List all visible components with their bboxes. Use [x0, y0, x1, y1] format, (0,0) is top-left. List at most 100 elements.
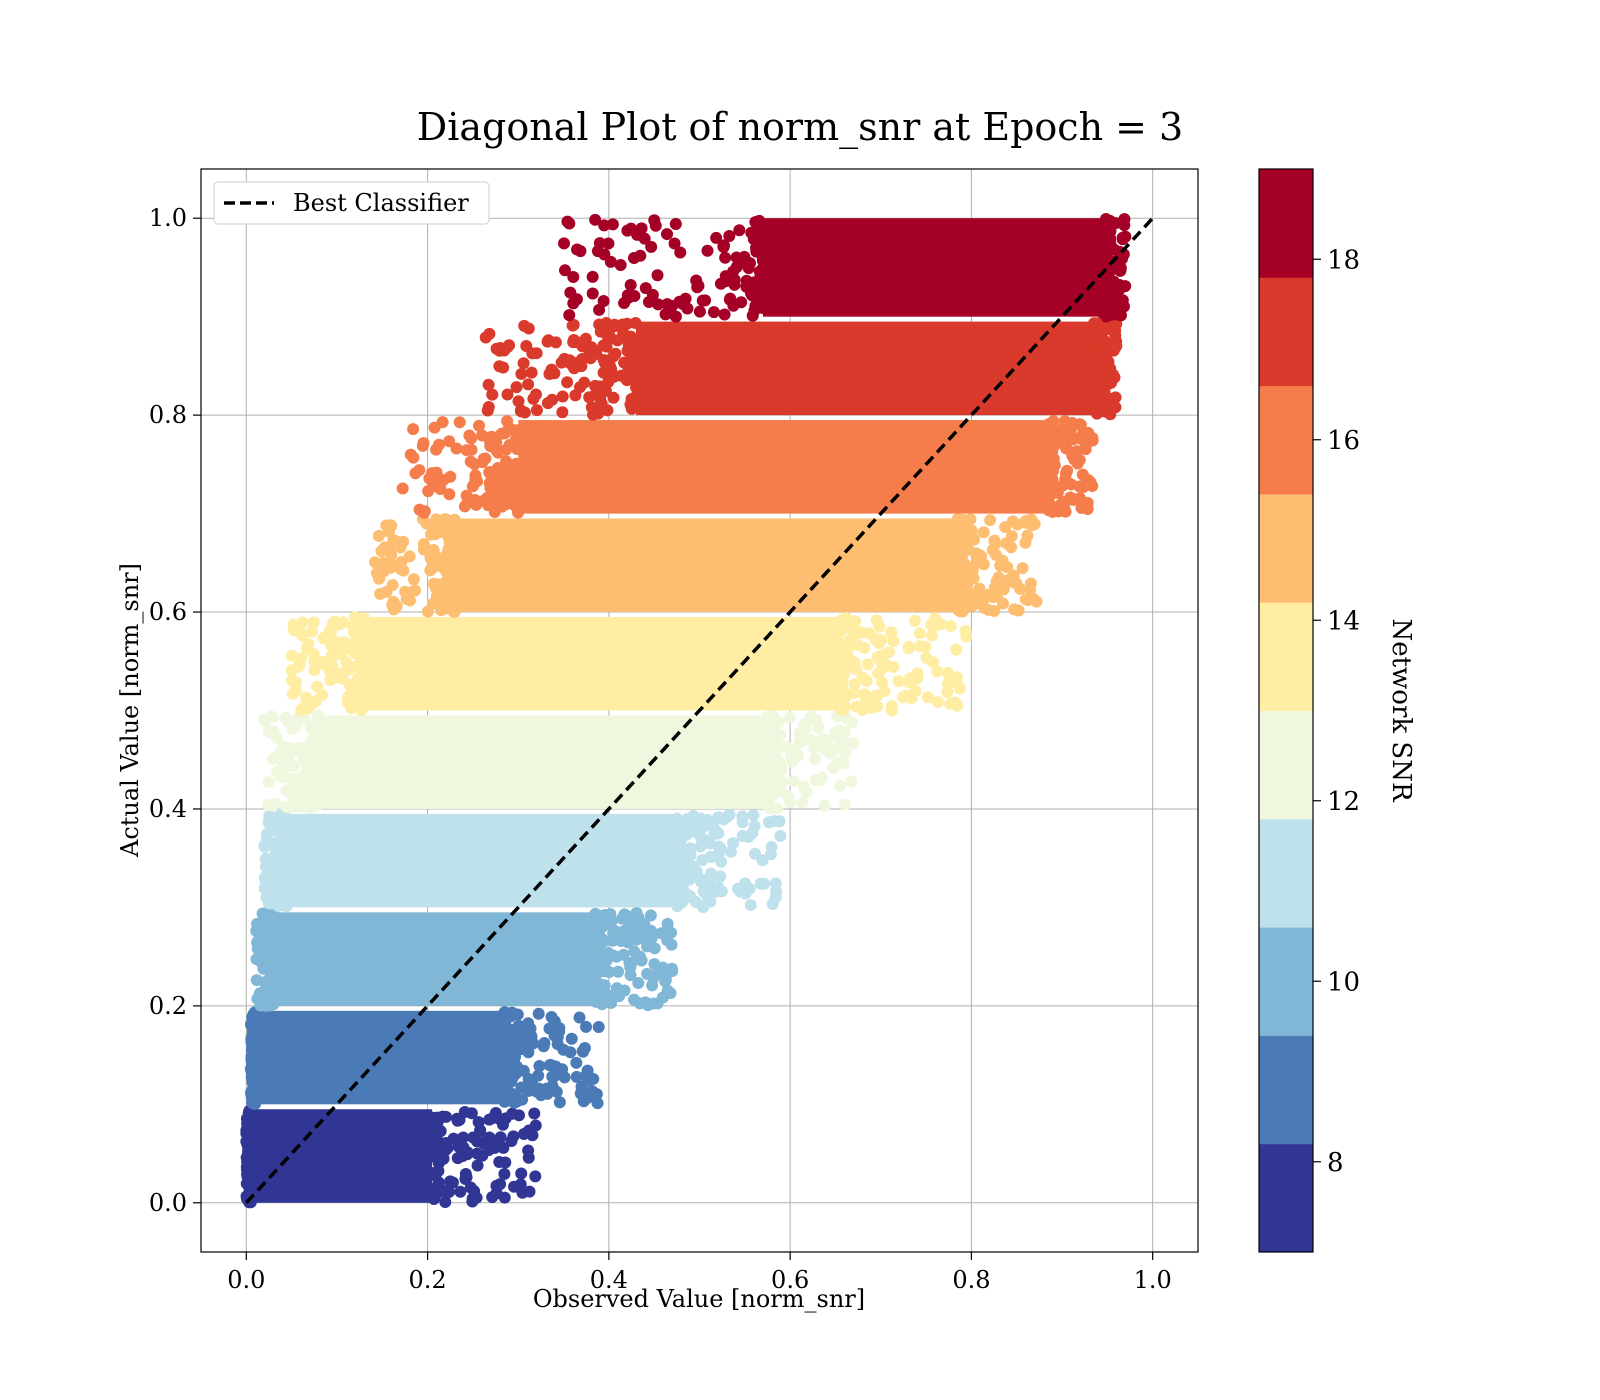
- scatter-point: [1043, 500, 1056, 513]
- scatter-point: [809, 774, 822, 787]
- scatter-point: [522, 1151, 535, 1164]
- scatter-point: [468, 458, 481, 471]
- scatter-point: [292, 800, 305, 813]
- scatter-point: [589, 982, 602, 995]
- scatter-point: [638, 232, 651, 245]
- scatter-point: [1109, 324, 1122, 337]
- scatter-point: [592, 407, 605, 420]
- scatter-point: [250, 974, 263, 987]
- scatter-point: [484, 467, 497, 480]
- scatter-point: [498, 1191, 511, 1204]
- scatter-point: [262, 974, 275, 987]
- scatter-point: [288, 759, 301, 772]
- scatter-point: [289, 789, 302, 802]
- scatter-point: [649, 219, 662, 232]
- scatter-point: [708, 886, 721, 899]
- scatter-point: [606, 934, 619, 947]
- scatter-point: [483, 477, 496, 490]
- scatter-point: [607, 391, 620, 404]
- scatter-point: [590, 1088, 603, 1101]
- scatter-point: [696, 294, 709, 307]
- x-tick-label: 0.4: [590, 1266, 628, 1294]
- y-axis-label: Actual Value [norm_snr]: [116, 563, 144, 858]
- scatter-point: [598, 219, 611, 232]
- scatter-point: [707, 819, 720, 832]
- scatter-point: [444, 1175, 457, 1188]
- scatter-point: [417, 437, 430, 450]
- scatter-point: [635, 222, 648, 235]
- legend: Best Classifier: [213, 181, 490, 225]
- scatter-point: [959, 624, 972, 637]
- scatter-point: [659, 927, 672, 940]
- scatter-point: [941, 666, 954, 679]
- scatter-point: [783, 711, 796, 724]
- scatter-point: [265, 710, 278, 723]
- scatter-point: [418, 505, 431, 518]
- scatter-point: [1118, 213, 1131, 226]
- scatter-point: [651, 967, 664, 980]
- scatter-point: [887, 634, 900, 647]
- scatter-point: [670, 812, 683, 825]
- scatter-point: [426, 562, 439, 575]
- scatter-point: [333, 644, 346, 657]
- scatter-point: [812, 721, 825, 734]
- scatter-point: [480, 1133, 493, 1146]
- scatter-point: [624, 279, 637, 292]
- scatter-band-5: [285, 611, 973, 717]
- scatter-point: [827, 762, 840, 775]
- scatter-point: [797, 780, 810, 793]
- scatter-point: [262, 775, 275, 788]
- scatter-point: [541, 397, 554, 410]
- scatter-point: [892, 675, 905, 688]
- scatter-point: [548, 1020, 561, 1033]
- scatter-point: [839, 700, 852, 713]
- scatter-point: [570, 1056, 583, 1069]
- scatter-point: [913, 627, 926, 640]
- scatter-point: [1085, 434, 1098, 447]
- scatter-point: [845, 775, 858, 788]
- scatter-point: [567, 271, 580, 284]
- scatter-point: [1021, 529, 1034, 542]
- scatter-point: [879, 658, 892, 671]
- legend-box: [213, 181, 490, 225]
- scatter-point: [306, 625, 319, 638]
- scatter-point: [407, 423, 420, 436]
- colorbar-segment: [1259, 602, 1313, 711]
- scatter-point: [746, 289, 759, 302]
- scatter-point: [247, 1009, 260, 1022]
- scatter-point: [589, 213, 602, 226]
- scatter-band-core: [454, 518, 958, 613]
- scatter-point: [280, 784, 293, 797]
- scatter-point: [556, 390, 569, 403]
- scatter-point: [357, 613, 370, 626]
- scatter-point: [1055, 423, 1068, 436]
- scatter-point: [1026, 518, 1039, 531]
- scatter-point: [836, 682, 849, 695]
- scatter-point: [1016, 562, 1029, 575]
- scatter-point: [264, 875, 277, 888]
- scatter-point: [303, 743, 316, 756]
- scatter-point: [390, 600, 403, 613]
- scatter-point: [1088, 351, 1101, 364]
- scatter-point: [463, 429, 476, 442]
- scatter-point: [1043, 477, 1056, 490]
- scatter-point: [244, 1139, 257, 1152]
- scatter-point: [968, 598, 981, 611]
- scatter-point: [454, 1185, 467, 1198]
- scatter-point: [451, 1114, 464, 1127]
- scatter-point: [459, 1173, 472, 1186]
- scatter-point: [861, 690, 874, 703]
- scatter-point: [351, 698, 364, 711]
- scatter-point: [850, 663, 863, 676]
- scatter-band-core: [364, 616, 840, 711]
- scatter-point: [723, 230, 736, 243]
- scatter-point: [448, 556, 461, 569]
- scatter-point: [307, 648, 320, 661]
- scatter-point: [394, 541, 407, 554]
- scatter-point: [756, 254, 769, 267]
- scatter-point: [525, 366, 538, 379]
- y-tick-label: 0.8: [149, 401, 187, 429]
- scatter-point: [1100, 372, 1113, 385]
- scatter-point: [769, 891, 782, 904]
- scatter-point: [644, 924, 657, 937]
